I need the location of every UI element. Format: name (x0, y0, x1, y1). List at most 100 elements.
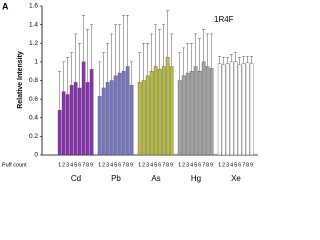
bar (157, 69, 162, 156)
bar (109, 80, 114, 156)
bar (149, 71, 154, 156)
x-tick-label: 3 (226, 162, 229, 168)
x-tick-label: 9 (170, 162, 173, 168)
x-tick-label: 1 (218, 162, 221, 168)
x-tick-label: 4 (190, 162, 193, 168)
x-tick-label: 7 (82, 162, 85, 168)
bar (137, 82, 142, 156)
x-tick-label: 4 (150, 162, 153, 168)
bar (73, 82, 78, 156)
x-tick-label: 5 (154, 162, 157, 168)
bar (193, 66, 198, 156)
bar (153, 66, 158, 156)
x-tick-label: 5 (234, 162, 237, 168)
bar (113, 75, 118, 156)
bar (221, 64, 226, 156)
x-tick-label: 6 (158, 162, 161, 168)
x-tick-label: 3 (106, 162, 109, 168)
annotation: 1R4F (214, 15, 234, 24)
bar (241, 63, 246, 156)
x-tick-label: 6 (118, 162, 121, 168)
x-tick-label: 9 (90, 162, 93, 168)
y-axis-label: Relative Intensity (17, 51, 24, 109)
x-tick-label: 1 (98, 162, 101, 168)
y-tick-label: 0.8 (29, 77, 38, 84)
bar (165, 57, 170, 156)
y-tick-label: 1 (34, 59, 38, 66)
bar (249, 63, 254, 156)
chart: A 1R4F Puff count Relative Intensity 0 0.… (2, 1, 258, 183)
bar (77, 87, 82, 156)
bar (69, 85, 74, 156)
bar (185, 72, 190, 156)
bar (101, 87, 106, 156)
x-tick-label: 3 (66, 162, 69, 168)
bar (205, 66, 210, 156)
y-tick-label: 1.6 (29, 3, 38, 10)
bar (209, 68, 214, 156)
x-tick-label: 2 (142, 162, 145, 168)
bar (121, 71, 126, 156)
y-tick-label: 0 (34, 152, 38, 159)
x-tick-label: 9 (130, 162, 133, 168)
bar (57, 110, 62, 156)
x-tick-label: 2 (182, 162, 185, 168)
bar (201, 61, 206, 156)
x-tick-label: 8 (206, 162, 209, 168)
x-tick-label: 4 (110, 162, 113, 168)
y-tick-label: 1.4 (29, 21, 38, 28)
x-tick-label: 5 (194, 162, 197, 168)
x-tick-label: 2 (62, 162, 65, 168)
x-tick-label: 4 (230, 162, 233, 168)
x-tick-label: 3 (186, 162, 189, 168)
x-tick-label: 1 (178, 162, 181, 168)
bar (197, 71, 202, 156)
bar (245, 62, 250, 156)
bar (85, 82, 90, 156)
bar (161, 66, 166, 156)
bar (97, 96, 102, 156)
bar (217, 63, 222, 156)
y-tick-label: 0.6 (29, 96, 38, 103)
x-tick-label: 6 (238, 162, 241, 168)
bar (65, 94, 70, 156)
x-tick-label: 7 (242, 162, 245, 168)
x-tick-label: 8 (166, 162, 169, 168)
bar (129, 85, 134, 156)
x-tick-label: 5 (74, 162, 77, 168)
x-tick-label: 9 (210, 162, 213, 168)
bar (61, 91, 66, 156)
group-label: Pb (111, 174, 121, 183)
x-tick-label: 8 (86, 162, 89, 168)
x-tick-label: 6 (78, 162, 81, 168)
bar (169, 66, 174, 156)
x-tick-label: 5 (114, 162, 117, 168)
x-tick-label: 4 (70, 162, 73, 168)
x-tick-label: 8 (126, 162, 129, 168)
y-tick-label: 0.2 (29, 133, 38, 140)
x-tick-label: 6 (198, 162, 201, 168)
x-axis-label: Puff count (2, 162, 27, 168)
x-tick-label: 1 (58, 162, 61, 168)
bar (105, 82, 110, 156)
bar (177, 80, 182, 156)
bar (117, 72, 122, 156)
x-tick-label: 7 (122, 162, 125, 168)
y-tick-label: 1.2 (29, 40, 38, 47)
bar (81, 61, 86, 156)
x-tick-label: 2 (222, 162, 225, 168)
bar (189, 71, 194, 156)
x-tick-label: 7 (202, 162, 205, 168)
x-tick-label: 7 (162, 162, 165, 168)
bar (181, 75, 186, 156)
x-tick-label: 9 (250, 162, 253, 168)
bar (225, 63, 230, 156)
bar (125, 66, 130, 156)
group-label: Hg (191, 174, 201, 183)
bar (237, 64, 242, 156)
x-tick-label: 3 (146, 162, 149, 168)
bar (145, 75, 150, 156)
group-label: Xe (231, 174, 241, 183)
panel-label: A (2, 1, 9, 11)
bar (89, 69, 94, 156)
